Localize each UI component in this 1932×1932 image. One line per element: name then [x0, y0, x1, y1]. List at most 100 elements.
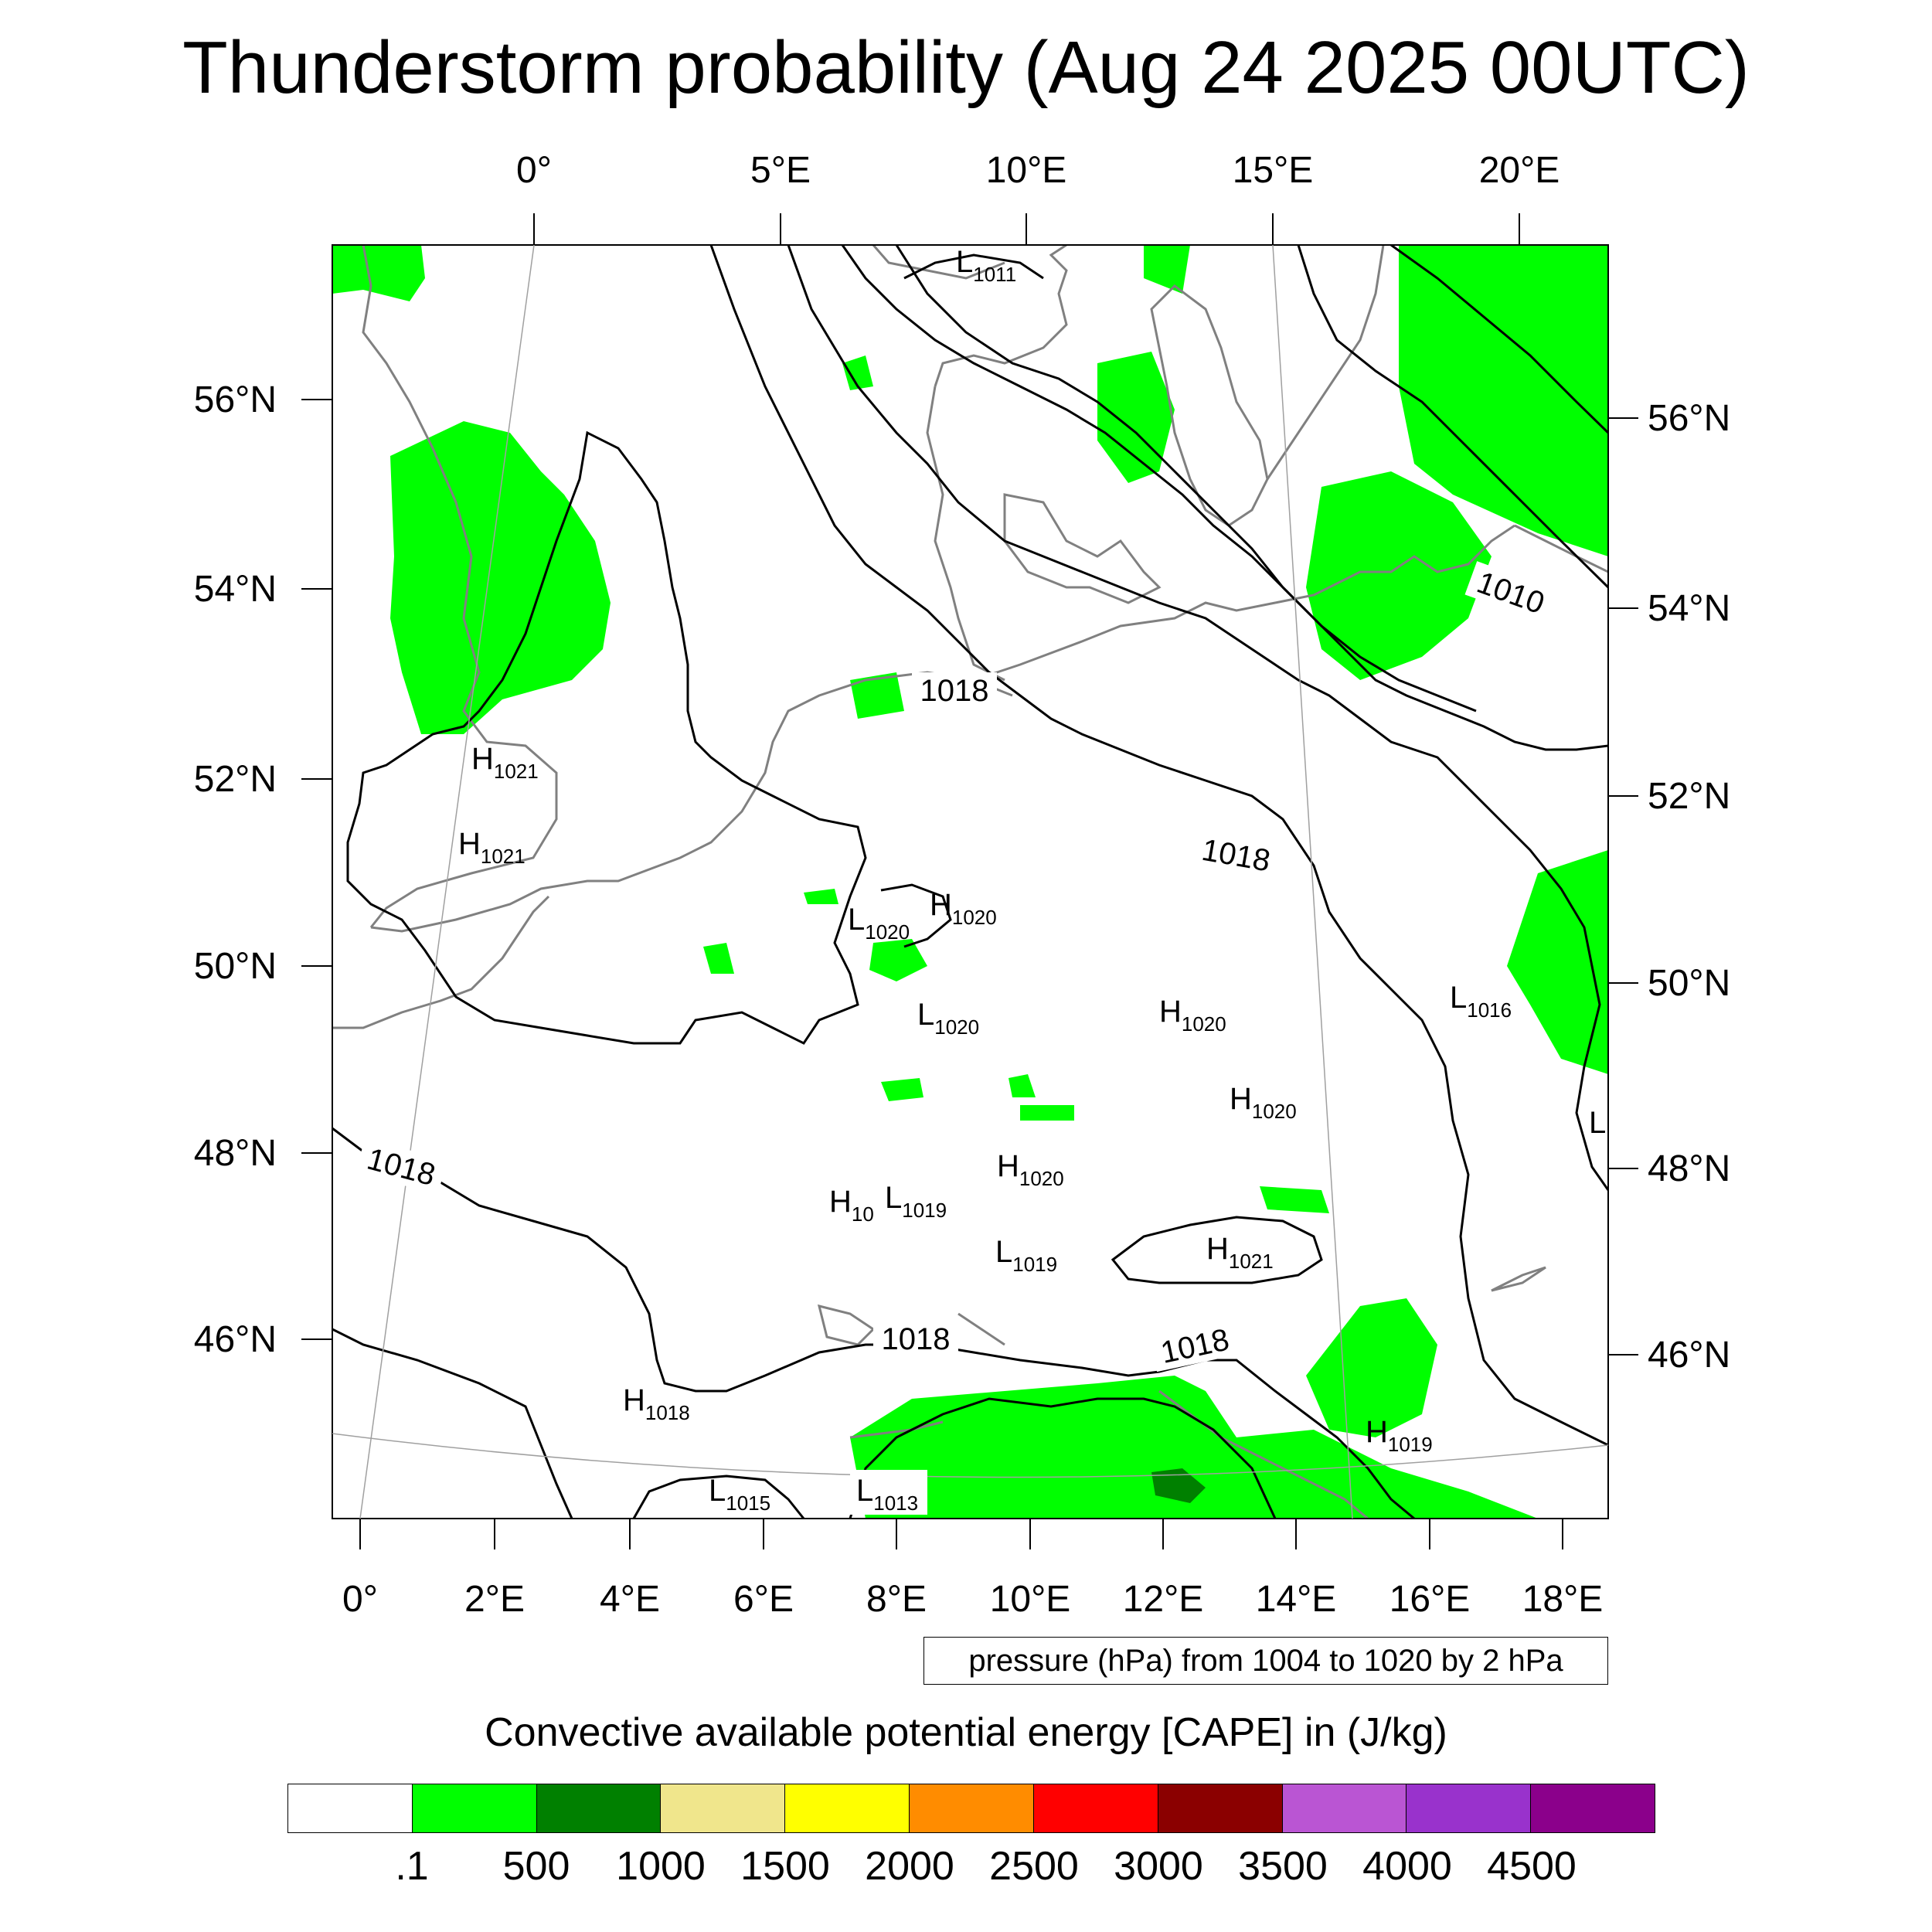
- colorbar-label: 3000: [1114, 1844, 1203, 1889]
- plot-frame: [332, 244, 1609, 1519]
- bottom-lon-label: 18°E: [1522, 1579, 1604, 1620]
- right-lat-label: 48°N: [1648, 1148, 1730, 1189]
- colorbar-label: 2000: [865, 1844, 954, 1889]
- isobar-small-loop-l1011: [903, 253, 1044, 280]
- pressure-center: L: [1589, 1106, 1606, 1140]
- colorbar-swatch: [661, 1784, 786, 1832]
- isobar-north-2: [787, 245, 1608, 1191]
- top-lon-label: 20°E: [1479, 150, 1560, 191]
- colorbar-swatch: [412, 1784, 537, 1832]
- cape-area-france-1: [881, 1078, 923, 1101]
- isobar-label: 1018: [920, 674, 989, 708]
- bottom-lon-label: 6°E: [733, 1579, 794, 1620]
- pressure-center: H1021: [471, 742, 539, 783]
- colorbar-swatch: [1406, 1784, 1532, 1832]
- coast-continent: [332, 895, 550, 1029]
- bottom-lon-label: 0°: [342, 1579, 378, 1620]
- pressure-center: L1015: [709, 1474, 770, 1515]
- colorbar-label: 4500: [1487, 1844, 1577, 1889]
- cape-area-se: [1236, 1430, 1538, 1519]
- isobar-ne-1: [1297, 245, 1608, 589]
- top-lon-label: 15°E: [1233, 150, 1314, 191]
- isobars: [332, 245, 1608, 1519]
- coast-jutland-west: [926, 386, 1005, 682]
- colorbar-swatch: [1033, 1784, 1158, 1832]
- legend-title: Convective available potential energy [C…: [485, 1710, 1447, 1755]
- top-lon-labels: 0° 5°E 10°E 15°E 20°E: [516, 150, 1560, 191]
- coast-england-south: [370, 671, 1013, 933]
- isobar-ne-2: [1390, 245, 1608, 434]
- cape-area-alps-dark: [1151, 1468, 1206, 1503]
- left-lat-label: 52°N: [194, 759, 277, 800]
- cape-area-lux: [703, 943, 734, 974]
- cape-area-germany-1: [1009, 1074, 1036, 1097]
- pressure-center: H1020: [930, 888, 997, 929]
- top-lon-label: 0°: [516, 150, 552, 191]
- cape-area-north-blob: [1144, 245, 1190, 294]
- pressure-centers: L1011 H1021 H1021 L1020 H1020 L1020 H102…: [458, 245, 1606, 1515]
- pressure-center: H1020: [997, 1149, 1064, 1190]
- bottom-lon-label: 4°E: [600, 1579, 660, 1620]
- isobar-label: 1018: [363, 1142, 438, 1193]
- colorbar-label: 1500: [740, 1844, 830, 1889]
- cape-area-nw: [332, 245, 425, 301]
- bottom-lon-label: 12°E: [1123, 1579, 1204, 1620]
- left-lat-labels: 56°N 54°N 52°N 50°N 48°N 46°N: [194, 379, 277, 1360]
- left-lat-label: 46°N: [194, 1319, 277, 1360]
- right-lat-label: 52°N: [1648, 776, 1730, 817]
- coast-norway: [872, 245, 1005, 280]
- bottom-lon-label: 8°E: [866, 1579, 927, 1620]
- cape-shading: [332, 245, 1608, 1519]
- colorbar-swatch: [1531, 1784, 1655, 1832]
- right-lat-label: 50°N: [1648, 963, 1730, 1004]
- isobar-uk-loop: [346, 430, 867, 1045]
- isobar-label: 1018: [1199, 833, 1273, 879]
- colorbar-swatch: [536, 1784, 662, 1832]
- pressure-center: L1019: [885, 1181, 947, 1222]
- coast-baltic-east: [1514, 524, 1608, 573]
- border-alps-lakes-2: [817, 1304, 876, 1346]
- isobar-sw: [332, 1328, 573, 1519]
- isobar-w-1018: [332, 1127, 1415, 1519]
- pressure-center: H1021: [458, 827, 526, 868]
- cape-area-england-east: [390, 421, 611, 734]
- map-title: Thunderstorm probability (Aug 24 2025 00…: [182, 26, 1750, 109]
- colorbar-swatch: [910, 1784, 1034, 1832]
- left-lat-label: 56°N: [194, 379, 277, 420]
- border-balaton: [1491, 1266, 1546, 1292]
- cape-area-ne: [1399, 245, 1608, 556]
- pressure-center: H1018: [623, 1383, 690, 1424]
- cape-area-benelux-patch: [869, 939, 927, 981]
- top-lon-label: 5°E: [750, 150, 811, 191]
- colorbar-swatch: [288, 1784, 413, 1832]
- colorbar-label: .1: [395, 1844, 429, 1889]
- cape-area-paris: [804, 889, 838, 904]
- right-lat-labels: 56°N 54°N 52°N 50°N 48°N 46°N: [1648, 398, 1730, 1376]
- bottom-lon-label: 10°E: [990, 1579, 1071, 1620]
- graticule: [301, 213, 1638, 1549]
- graticule-interior: [332, 245, 1608, 1519]
- left-lat-label: 54°N: [194, 569, 277, 610]
- cape-area-denmark: [1097, 352, 1175, 483]
- cape-area-nl-patch: [850, 672, 904, 719]
- coast-sweden-east: [1266, 245, 1385, 480]
- colorbar-swatch: [1282, 1784, 1407, 1832]
- coast-sweden-south: [1150, 284, 1269, 527]
- cape-area-germany-2: [1020, 1105, 1074, 1121]
- colorbar-label: 4000: [1362, 1844, 1452, 1889]
- pressure-center: L1019: [995, 1235, 1057, 1276]
- bottom-lon-label: 2°E: [464, 1579, 525, 1620]
- colorbar-label: 500: [502, 1844, 570, 1889]
- isobar-north-3: [841, 245, 1608, 751]
- bottom-lon-label: 16°E: [1389, 1579, 1471, 1620]
- colorbar-label: 3500: [1238, 1844, 1328, 1889]
- pressure-center: H1020: [1159, 995, 1226, 1036]
- coast-jutland: [934, 245, 1068, 387]
- colorbar-label: 1000: [616, 1844, 706, 1889]
- pressure-center: L1016: [1450, 981, 1512, 1022]
- border-alps-lakes: [957, 1312, 1005, 1346]
- isobar-label: 1018: [1158, 1322, 1232, 1370]
- left-lat-label: 50°N: [194, 946, 277, 987]
- pressure-center: L1020: [917, 998, 979, 1039]
